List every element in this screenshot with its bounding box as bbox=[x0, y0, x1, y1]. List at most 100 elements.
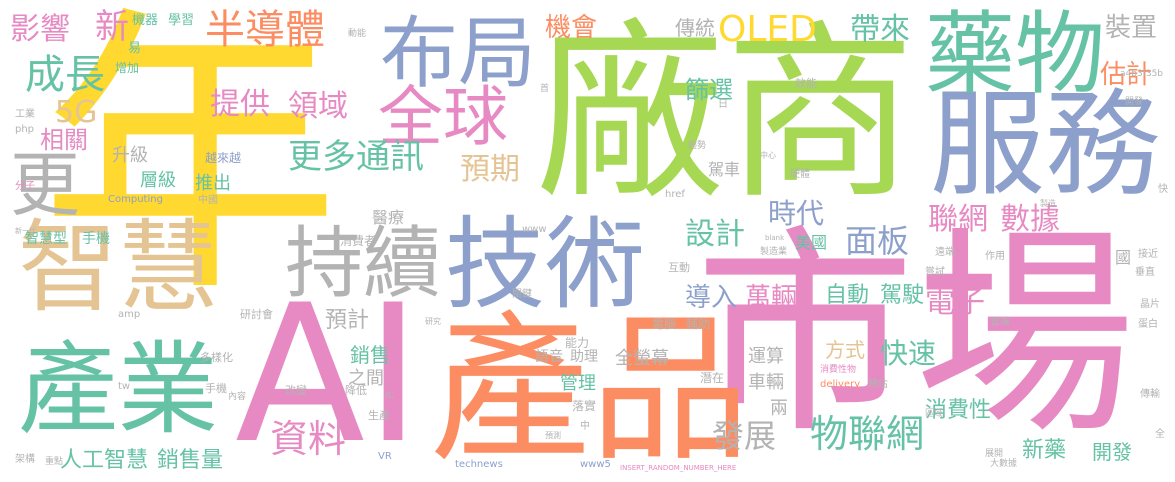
cloud-word: 開發 bbox=[1125, 97, 1144, 107]
cloud-word: AI bbox=[235, 264, 422, 482]
cloud-word: IC bbox=[385, 391, 394, 401]
cloud-word: 嘗試 bbox=[925, 267, 945, 278]
cloud-word: 降低 bbox=[345, 384, 367, 397]
cloud-word: 雲端 bbox=[990, 317, 1010, 328]
cloud-word: 全 bbox=[1155, 429, 1165, 440]
cloud-word: 車輛 bbox=[748, 372, 784, 393]
cloud-word: 改變 bbox=[285, 384, 307, 397]
cloud-word: 助理 bbox=[570, 349, 598, 365]
cloud-word: tw bbox=[118, 381, 131, 392]
cloud-word: 開發 bbox=[1092, 440, 1132, 464]
cloud-word: 技術 bbox=[445, 206, 645, 323]
cloud-word: 人工智慧 bbox=[60, 448, 149, 473]
cloud-word: 銷售 bbox=[350, 343, 390, 367]
cloud-word: 方式 bbox=[825, 338, 865, 362]
cloud-word: 工業 bbox=[15, 109, 35, 120]
cloud-word: TrendForce bbox=[1078, 317, 1127, 327]
cloud-word: 作用 bbox=[985, 251, 1005, 262]
cloud-word: 蛋白 bbox=[1138, 319, 1158, 330]
cloud-word: 中國 bbox=[198, 195, 218, 206]
cloud-word: 醫療 bbox=[372, 208, 405, 227]
cloud-word: 電腦 bbox=[652, 317, 677, 331]
cloud-word: 成長 bbox=[25, 52, 105, 98]
cloud-word: 研討會 bbox=[240, 308, 273, 321]
cloud-word: 手機 bbox=[82, 231, 110, 247]
cloud-word: 輔助 bbox=[686, 317, 711, 331]
cloud-word: 廠商 bbox=[535, 4, 916, 225]
cloud-word: Computing bbox=[108, 194, 163, 205]
cloud-word: 自動 bbox=[825, 283, 870, 308]
cloud-word: www5 bbox=[580, 459, 611, 470]
cloud-word: 市場 bbox=[695, 207, 1136, 463]
cloud-word: 駕駛 bbox=[880, 283, 925, 308]
cloud-word: href bbox=[665, 189, 685, 200]
cloud-word: 推出 bbox=[195, 173, 231, 194]
cloud-word: 發展 bbox=[712, 417, 777, 455]
cloud-word: 智慧 bbox=[18, 209, 218, 326]
cloud-word: 製造 bbox=[1040, 199, 1056, 208]
cloud-word: 全螢幕 bbox=[615, 348, 669, 369]
cloud-word: 帶來 bbox=[850, 12, 910, 47]
cloud-word: 美國 bbox=[795, 233, 828, 252]
cloud-word: 趨勢 bbox=[688, 141, 707, 151]
cloud-word: 中心 bbox=[760, 151, 776, 160]
cloud-word: technews bbox=[455, 459, 503, 470]
cloud-word: 晶片 bbox=[1140, 299, 1160, 310]
cloud-word: 接近 bbox=[1138, 249, 1158, 260]
cloud-word: www bbox=[522, 224, 547, 235]
cloud-word: 萬輛 bbox=[745, 283, 798, 313]
cloud-word: 電子 bbox=[925, 285, 985, 320]
cloud-word: 動能 bbox=[348, 29, 367, 39]
cloud-word: 傳統 bbox=[675, 16, 715, 40]
cloud-word: 數據 bbox=[1000, 202, 1060, 237]
cloud-word: 機器 bbox=[132, 13, 159, 28]
cloud-word: 布局 bbox=[380, 9, 537, 99]
cloud-word: 更多通訊 bbox=[288, 137, 424, 177]
cloud-word: 智慧型 bbox=[25, 231, 67, 247]
cloud-word: 預估 bbox=[868, 379, 888, 390]
cloud-word: 消費性 bbox=[925, 398, 992, 423]
cloud-word: 分子 bbox=[15, 181, 35, 192]
cloud-word: a4b3f35b bbox=[1120, 69, 1164, 79]
cloud-word: 製造業 bbox=[760, 247, 788, 257]
cloud-word: 展開 bbox=[985, 449, 1004, 459]
cloud-word: 遠端 bbox=[935, 247, 955, 258]
cloud-word: 銷售量 bbox=[157, 448, 224, 473]
cloud-word: 學習 bbox=[168, 13, 195, 28]
cloud-word: 研究 bbox=[425, 317, 441, 326]
cloud-word: 物聯網 bbox=[810, 412, 925, 456]
cloud-word: delivery bbox=[820, 379, 861, 390]
cloud-word: 層級 bbox=[140, 170, 176, 191]
cloud-word: 消費性物 bbox=[820, 365, 857, 375]
cloud-word: 重點 bbox=[45, 457, 64, 467]
cloud-word: 全球 bbox=[378, 80, 509, 155]
cloud-word: 設計 bbox=[685, 217, 745, 252]
cloud-word: 影響 bbox=[10, 12, 70, 47]
cloud-word: 運算 bbox=[748, 346, 784, 367]
cloud-word: 預計 bbox=[325, 308, 370, 333]
cloud-word: 藥物 bbox=[925, 2, 1105, 107]
cloud-word: 駕車 bbox=[708, 160, 741, 179]
cloud-word: 消費者 bbox=[340, 234, 377, 248]
cloud-word: 互動 bbox=[668, 261, 690, 274]
cloud-word: 架構 bbox=[15, 454, 35, 465]
cloud-word: 關鍵 bbox=[512, 289, 532, 300]
cloud-word: 能力 bbox=[565, 336, 590, 350]
cloud-word: 增加 bbox=[115, 61, 140, 75]
cloud-word: 傳輸 bbox=[1140, 389, 1160, 400]
cloud-word: 國 bbox=[1115, 248, 1132, 267]
cloud-word: 面板 bbox=[845, 222, 910, 260]
cloud-word: 新藥 bbox=[1022, 438, 1067, 463]
cloud-word: 年 bbox=[40, 0, 340, 332]
cloud-word: INSERT_RANDOM_NUMBER_HERE bbox=[620, 464, 737, 472]
cloud-word: 估計 bbox=[1100, 60, 1153, 90]
cloud-word: 語音 bbox=[535, 349, 563, 365]
cloud-word: 多樣化 bbox=[200, 351, 233, 364]
cloud-word: php bbox=[15, 124, 35, 135]
cloud-word: 區域 bbox=[925, 409, 944, 419]
cloud-word: 產業 bbox=[18, 331, 218, 448]
cloud-word: 管理 bbox=[560, 373, 596, 394]
cloud-word: 產品 bbox=[430, 296, 751, 482]
cloud-word: 兩 bbox=[770, 398, 788, 419]
cloud-word: 裝置 bbox=[1105, 13, 1158, 43]
